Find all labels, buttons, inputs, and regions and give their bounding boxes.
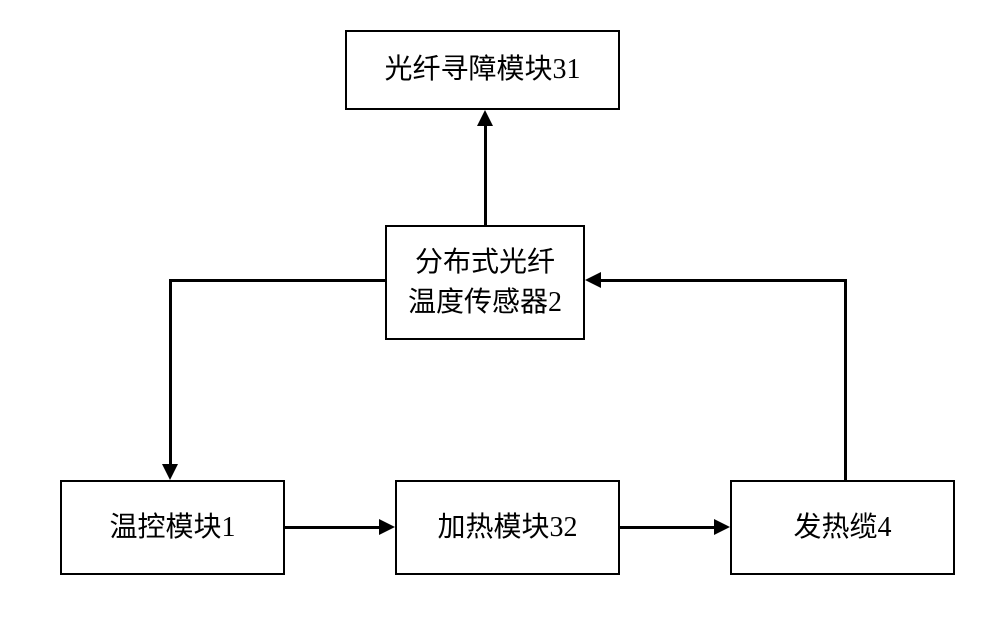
edge-heatmod-to-cable: [620, 526, 714, 529]
arrowhead-left-icon: [585, 272, 601, 288]
edge-sensor-to-tempctrl-h: [170, 279, 385, 282]
edge-sensor-to-fault: [484, 126, 487, 225]
arrowhead-right-icon: [379, 519, 395, 535]
node-temp-control: 温控模块1: [60, 480, 285, 575]
node-heating-cable: 发热缆4: [730, 480, 955, 575]
node-label: 发热缆4: [793, 508, 891, 547]
node-label: 光纤寻障模块31: [384, 50, 580, 89]
node-heating-module: 加热模块32: [395, 480, 620, 575]
node-fault-module: 光纤寻障模块31: [345, 30, 620, 110]
edge-sensor-to-tempctrl-v: [169, 279, 172, 466]
edge-tempctrl-to-heatmod: [285, 526, 379, 529]
flowchart-diagram: 光纤寻障模块31 分布式光纤 温度传感器2 温控模块1 加热模块32 发热缆4: [0, 0, 1000, 639]
node-label: 分布式光纤 温度传感器2: [408, 243, 562, 321]
arrowhead-right-icon: [714, 519, 730, 535]
node-label: 温控模块1: [109, 508, 235, 547]
arrowhead-down-icon: [162, 464, 178, 480]
node-sensor: 分布式光纤 温度传感器2: [385, 225, 585, 340]
edge-cable-to-sensor-h: [601, 279, 847, 282]
arrowhead-up-icon: [477, 110, 493, 126]
node-label: 加热模块32: [437, 508, 577, 547]
edge-cable-to-sensor-v: [844, 279, 847, 480]
